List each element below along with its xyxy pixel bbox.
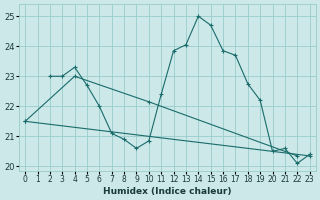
X-axis label: Humidex (Indice chaleur): Humidex (Indice chaleur) — [103, 187, 232, 196]
